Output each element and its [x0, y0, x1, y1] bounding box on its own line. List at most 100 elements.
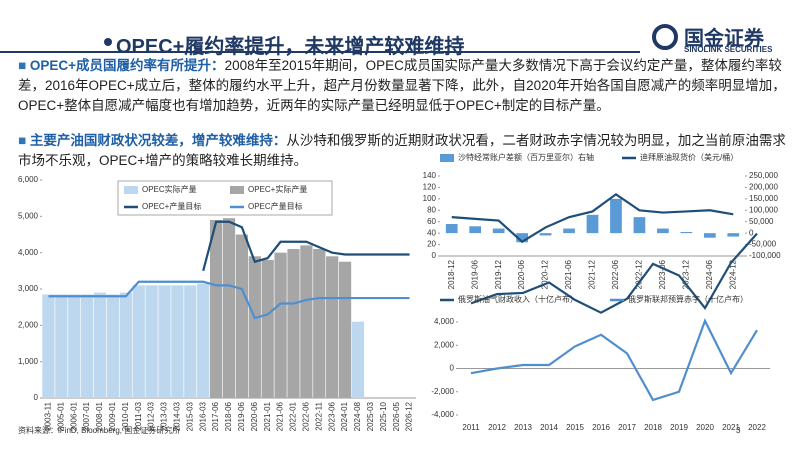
x-tick-label: 2021-12 — [588, 259, 597, 289]
paragraph: ■ 主要产油国财政状况较差，增产较难维持：从沙特和俄罗斯的近期财政状况看，二者财… — [18, 131, 788, 171]
bar — [326, 256, 339, 398]
y-tick-label: 4,000 — [18, 248, 39, 257]
x-tick-label: 2021-01 — [263, 401, 272, 431]
bar — [539, 233, 552, 236]
paragraph-lead: 主要产油国财政状况较差，增产较难维持： — [29, 133, 287, 148]
x-tick-label: 2012-03 — [147, 401, 156, 431]
y2-tick-label: -50,000 — [749, 240, 777, 249]
paragraph: ■ OPEC+成员国履约率有所提升：2008年至2015年期间，OPEC成员国实… — [18, 56, 788, 116]
x-tick-label: 2005-01 — [56, 401, 65, 431]
bar — [145, 285, 158, 398]
x-tick-label: 2021-06 — [276, 401, 285, 431]
y-tick-label: 140 — [423, 171, 437, 180]
page-number: 3 — [736, 426, 741, 435]
bar — [42, 294, 55, 398]
y2-tick-label: 50,000 — [749, 217, 774, 226]
legend-label: 俄罗斯联邦预算赤字（十亿卢布） — [628, 294, 748, 304]
x-tick-label: 2016-03 — [198, 401, 207, 431]
x-tick-label: 2022-11 — [314, 401, 323, 430]
x-tick-label: 2013 — [514, 423, 532, 432]
x-tick-label: 2021-06 — [564, 259, 573, 289]
x-tick-label: 2020-12 — [541, 259, 550, 289]
bar — [197, 283, 210, 398]
bar — [81, 294, 94, 398]
x-tick-label: 2013-03 — [160, 401, 169, 431]
x-tick-label: 2022-06 — [301, 401, 310, 431]
legend-label: 迪拜原油现货价（美元/桶） — [640, 152, 738, 162]
bar — [248, 256, 261, 398]
y-tick-label: 100 — [423, 194, 437, 203]
logo-cn: 国金证券 — [684, 28, 764, 50]
line-series — [202, 220, 410, 272]
bullet: ■ — [18, 133, 30, 148]
x-tick-label: 2011 — [462, 423, 480, 432]
x-tick-label: 2023-06 — [658, 259, 667, 289]
x-tick-label: 2022-01 — [289, 401, 298, 431]
x-tick-label: 2018 — [644, 423, 662, 432]
y-tick-label: -2,000 — [431, 387, 454, 396]
x-tick-label: 2009-01 — [108, 401, 117, 431]
x-tick-label: 2003-11 — [44, 401, 53, 430]
bar — [516, 233, 528, 243]
y-tick-label: 1,000 — [18, 357, 39, 366]
legend-label: OPEC+产量目标 — [142, 201, 201, 211]
x-tick-label: 2014 — [540, 423, 558, 432]
x-tick-label: 2024-06 — [705, 259, 714, 289]
x-tick-label: 2022-12 — [635, 259, 644, 289]
x-tick-label: 2019 — [670, 423, 688, 432]
logo-en: SINOLINK SECURITIES — [684, 45, 773, 54]
y-tick-label: 80 — [427, 205, 436, 214]
x-tick-label: 2012 — [488, 423, 506, 432]
bar — [633, 217, 646, 234]
x-tick-label: 2016 — [592, 423, 610, 432]
x-tick-label: 2010-01 — [121, 401, 130, 431]
y-tick-label: 2,000 — [434, 340, 455, 349]
x-tick-label: 2021 — [722, 423, 740, 432]
bar — [235, 234, 249, 398]
x-tick-label: 2015-03 — [185, 401, 194, 431]
bar — [703, 233, 716, 238]
logo-icon — [652, 24, 678, 50]
bar — [727, 233, 740, 237]
x-tick-label: 2026-05 — [392, 401, 401, 431]
line-series — [451, 192, 734, 244]
bar — [492, 228, 505, 234]
y-tick-label: 40 — [427, 228, 436, 237]
legend-swatch — [440, 154, 454, 162]
legend-label: OPEC产量目标 — [248, 201, 303, 211]
legend-swatch — [124, 186, 138, 194]
bar — [586, 214, 599, 234]
x-tick-label: 2026-12 — [405, 401, 414, 431]
x-tick-label: 2008-01 — [95, 401, 104, 431]
header-bar — [0, 51, 640, 53]
legend-label: 沙特经常账户差额（百万里亚尔）右轴 — [458, 152, 594, 162]
y-tick-label: 0 — [34, 393, 39, 402]
source: 资料来源：iFinD, Bloomberg, 国金证券研究所 — [18, 425, 180, 435]
x-tick-label: 2025-10 — [379, 401, 388, 431]
x-tick-label: 2022-06 — [611, 259, 620, 289]
bar — [300, 245, 313, 398]
x-tick-label: 2019-06 — [237, 401, 246, 431]
y-tick-label: 120 — [423, 183, 437, 192]
bar — [55, 294, 68, 398]
legend-label: OPEC+实际产量 — [248, 184, 307, 194]
line-series — [470, 318, 758, 402]
bar — [93, 292, 107, 398]
x-tick-label: 2017-06 — [211, 401, 220, 431]
bar — [563, 228, 575, 234]
y2-tick-label: 150,000 — [749, 194, 778, 203]
y-tick-label: 5,000 — [18, 211, 39, 220]
bar — [657, 228, 669, 234]
bar — [351, 321, 365, 398]
bar — [287, 249, 300, 398]
bar — [171, 285, 184, 398]
y2-tick-label: -100,000 — [749, 251, 781, 260]
x-tick-label: 2006-01 — [69, 401, 78, 431]
x-tick-label: 2019-06 — [470, 259, 479, 289]
bar — [222, 218, 236, 398]
y-tick-label: 6,000 — [18, 175, 39, 184]
bullet: ■ — [18, 58, 30, 73]
paragraph-text: 从沙特和俄罗斯的近期财政状况看，二者财政赤字情况较为明显，加之当前原油需求市场不… — [18, 133, 786, 168]
